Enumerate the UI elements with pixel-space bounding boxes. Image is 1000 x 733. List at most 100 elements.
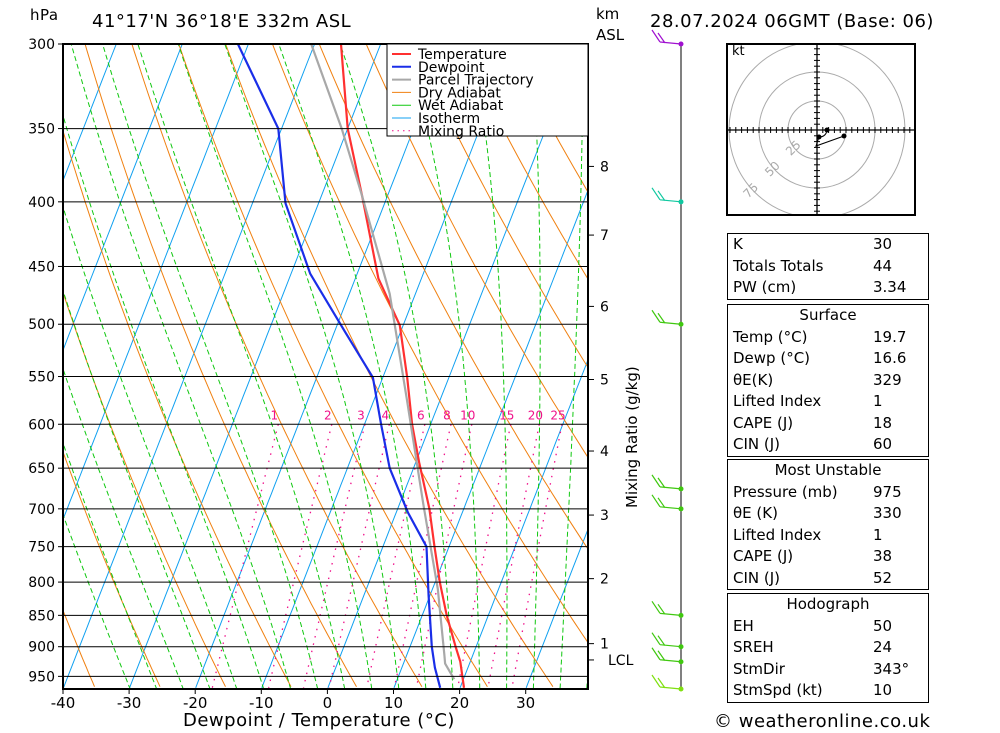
- hodograph-trace: [815, 135, 845, 147]
- legend-label: Wet Adiabat: [418, 98, 504, 114]
- wet-adiabat-line: [63, 205, 238, 689]
- wet-adiabat-line: [137, 44, 346, 689]
- dry-adiabat-line: [131, 44, 423, 687]
- table-row: CAPE (J) 18: [728, 413, 928, 435]
- mixing-ratio-line: [267, 424, 333, 688]
- row-label: θE(K): [733, 370, 774, 389]
- wind-point: [678, 644, 684, 650]
- dry-adiabat-line: [63, 291, 226, 687]
- row-value: 329: [873, 370, 902, 389]
- row-label: EH: [733, 616, 754, 635]
- plot-frame: [62, 43, 589, 690]
- asl-unit: ASL: [596, 26, 625, 44]
- wind-point: [678, 612, 684, 618]
- row-value: 975: [873, 482, 902, 501]
- row-value: 38: [873, 547, 893, 565]
- hodograph-point: [824, 127, 830, 133]
- row-value: 24: [873, 638, 893, 656]
- dry-adiabat-line: [318, 44, 588, 550]
- mixing-ratio-label: 15: [499, 408, 514, 422]
- table-row: Dewp (°C) 16.6: [728, 348, 928, 370]
- km-tick-label: 8: [600, 159, 609, 175]
- x-axis-label: Dewpoint / Temperature (°C): [183, 710, 455, 731]
- row-value: 50: [873, 616, 893, 635]
- pressure-tick-label: 400: [28, 195, 55, 211]
- pressure-tick-label: 750: [28, 540, 55, 556]
- row-label: Dewp (°C): [733, 349, 811, 367]
- legend-label: Dry Adiabat: [418, 85, 501, 101]
- isotherm-line: [459, 358, 588, 688]
- dry-adiabat-line: [365, 44, 588, 459]
- wet-adiabat-line: [530, 44, 541, 689]
- wet-adiabat-line: [471, 44, 508, 689]
- x-tick-label: 30: [516, 694, 535, 712]
- row-value: 343°: [873, 659, 910, 678]
- table-title: Surface: [799, 306, 857, 324]
- wind-barb: [651, 647, 682, 663]
- wet-adiabat-line: [63, 441, 158, 689]
- row-value: 3.34: [873, 278, 907, 296]
- row-label: Totals Totals: [733, 256, 824, 275]
- km-tick-label: 3: [600, 508, 609, 524]
- hodograph-point: [816, 134, 822, 140]
- hodograph-point: [841, 133, 847, 139]
- table-row: Pressure (mb) 975: [728, 482, 928, 504]
- wind-point: [678, 506, 684, 512]
- table-row: Lifted Index 1: [728, 525, 928, 547]
- row-label: CAPE (J): [733, 547, 794, 565]
- x-tick-label: -30: [117, 694, 142, 712]
- row-value: 10: [873, 681, 893, 699]
- pressure-tick-label: 800: [28, 575, 55, 591]
- isotherm-line: [261, 44, 514, 688]
- table-row: StmDir 343°: [728, 659, 928, 681]
- mixing-ratio-line: [415, 424, 473, 688]
- row-value: 44: [873, 256, 893, 275]
- km-tick-label: 4: [600, 444, 609, 460]
- row-value: 30: [873, 235, 893, 253]
- table-title: Most Unstable: [774, 461, 882, 479]
- wind-barb: [651, 674, 682, 690]
- isotherm-line: [525, 527, 588, 688]
- mixing-ratio-label: 6: [417, 408, 425, 422]
- legend-label: Mixing Ratio: [418, 124, 504, 140]
- mixing-ratio-label: 20: [528, 408, 543, 422]
- dry-adiabat-line: [63, 450, 161, 687]
- isotherm-line: [63, 44, 316, 688]
- row-label: SREH: [733, 638, 774, 656]
- wind-barb: [651, 601, 682, 616]
- legend-label: Temperature: [417, 47, 507, 63]
- table-row: θE (K) 330: [728, 503, 928, 525]
- mixing-ratio-line: [456, 424, 512, 688]
- mixing-ratio-line: [328, 424, 390, 688]
- mixing-ratio-axis-label: Mixing Ratio (g/kg): [623, 366, 641, 508]
- dewpoint-line: [236, 44, 442, 689]
- row-label: Pressure (mb): [733, 482, 838, 501]
- table-row: Temp (°C) 19.7: [728, 327, 928, 349]
- km-tick-label: 6: [600, 299, 609, 315]
- row-value: 1: [873, 392, 883, 410]
- km-tick-label: 7: [600, 228, 609, 244]
- x-tick-label: 0: [323, 694, 333, 712]
- row-value: 60: [873, 435, 893, 453]
- mixing-ratio-label: 25: [550, 408, 565, 422]
- table-row: CIN (J) 60: [728, 434, 928, 456]
- km-unit: km: [596, 5, 620, 23]
- pressure-tick-label: 900: [28, 640, 55, 656]
- dry-adiabat-line: [0, 6, 29, 687]
- x-tick-label: -10: [249, 694, 274, 712]
- x-tick-label: 20: [450, 694, 469, 712]
- footer-copyright[interactable]: © weatheronline.co.uk: [714, 711, 931, 732]
- row-value: 18: [873, 413, 893, 432]
- legend-label: Dewpoint: [418, 60, 485, 76]
- wind-point: [678, 486, 684, 492]
- row-label: Temp (°C): [733, 327, 808, 346]
- x-tick-label: -40: [51, 694, 76, 712]
- x-tick-label: -20: [183, 694, 208, 712]
- km-tick-label: 1: [600, 637, 609, 653]
- pressure-tick-label: 500: [28, 317, 55, 333]
- wind-barb: [651, 632, 682, 648]
- wind-barb: [651, 474, 682, 490]
- wind-point: [678, 659, 684, 665]
